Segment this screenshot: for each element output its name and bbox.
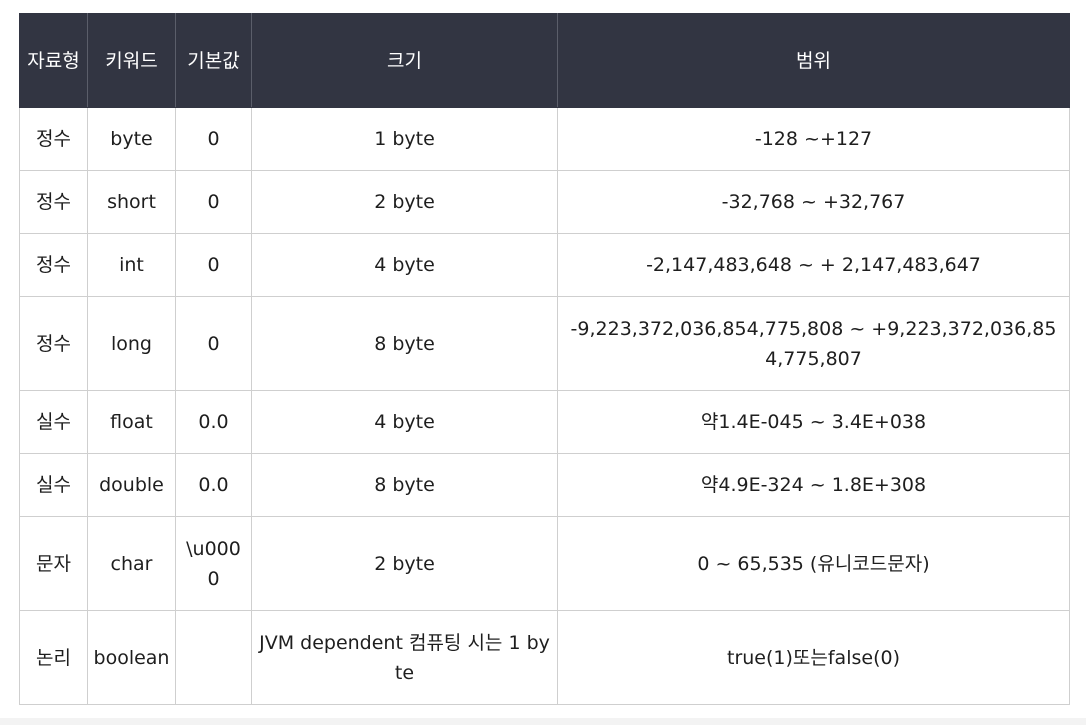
table-row: 정수 long 0 8 byte -9,223,372,036,854,775,… [19,296,1070,391]
cell-kind: 정수 [19,170,88,234]
cell-range: 약1.4E-045 ~ 3.4E+038 [557,390,1070,454]
cell-size: 8 byte [251,296,558,391]
table-row: 논리 boolean JVM dependent 컴퓨팅 시는 1 byte t… [19,610,1070,705]
cell-size: 4 byte [251,233,558,297]
header-size: 크기 [251,13,558,108]
cell-range: true(1)또는false(0) [557,610,1070,705]
cell-range: 0 ~ 65,535 (유니코드문자) [557,516,1070,611]
cell-keyword: int [87,233,176,297]
cell-keyword: char [87,516,176,611]
cell-range: -32,768 ~ +32,767 [557,170,1070,234]
header-default-value: 기본값 [175,13,252,108]
cell-size: 2 byte [251,516,558,611]
cell-keyword: short [87,170,176,234]
cell-kind: 실수 [19,390,88,454]
table-row: 실수 double 0.0 8 byte 약4.9E-324 ~ 1.8E+30… [19,453,1070,517]
cell-default: 0.0 [175,390,252,454]
table-row: 정수 short 0 2 byte -32,768 ~ +32,767 [19,170,1070,234]
cell-kind: 문자 [19,516,88,611]
cell-kind: 실수 [19,453,88,517]
cell-keyword: float [87,390,176,454]
cell-default: 0.0 [175,453,252,517]
cell-range: -128 ~+127 [557,107,1070,171]
cell-kind: 정수 [19,296,88,391]
cell-default [175,610,252,705]
cell-default: 0 [175,107,252,171]
cell-keyword: byte [87,107,176,171]
cell-kind: 논리 [19,610,88,705]
cell-keyword: long [87,296,176,391]
cell-kind: 정수 [19,107,88,171]
table-row: 문자 char \u0000 2 byte 0 ~ 65,535 (유니코드문자… [19,516,1070,611]
table-header-row: 자료형 키워드 기본값 크기 범위 [19,13,1070,108]
header-range: 범위 [557,13,1070,108]
cell-kind: 정수 [19,233,88,297]
cell-size: 8 byte [251,453,558,517]
cell-size: JVM dependent 컴퓨팅 시는 1 byte [251,610,558,705]
cell-default: 0 [175,296,252,391]
table-row: 정수 byte 0 1 byte -128 ~+127 [19,107,1070,171]
table-row: 실수 float 0.0 4 byte 약1.4E-045 ~ 3.4E+038 [19,390,1070,454]
cell-size: 2 byte [251,170,558,234]
cell-range: 약4.9E-324 ~ 1.8E+308 [557,453,1070,517]
java-primitive-types-table: 자료형 키워드 기본값 크기 범위 정수 byte 0 1 byte -128 … [19,13,1070,705]
cell-default: 0 [175,233,252,297]
cell-default: \u0000 [175,516,252,611]
cell-keyword: boolean [87,610,176,705]
header-keyword: 키워드 [87,13,176,108]
cell-default: 0 [175,170,252,234]
cell-range: -9,223,372,036,854,775,808 ~ +9,223,372,… [557,296,1070,391]
header-data-type: 자료형 [19,13,88,108]
cell-keyword: double [87,453,176,517]
cell-size: 4 byte [251,390,558,454]
table-row: 정수 int 0 4 byte -2,147,483,648 ~ + 2,147… [19,233,1070,297]
cell-range: -2,147,483,648 ~ + 2,147,483,647 [557,233,1070,297]
cell-size: 1 byte [251,107,558,171]
